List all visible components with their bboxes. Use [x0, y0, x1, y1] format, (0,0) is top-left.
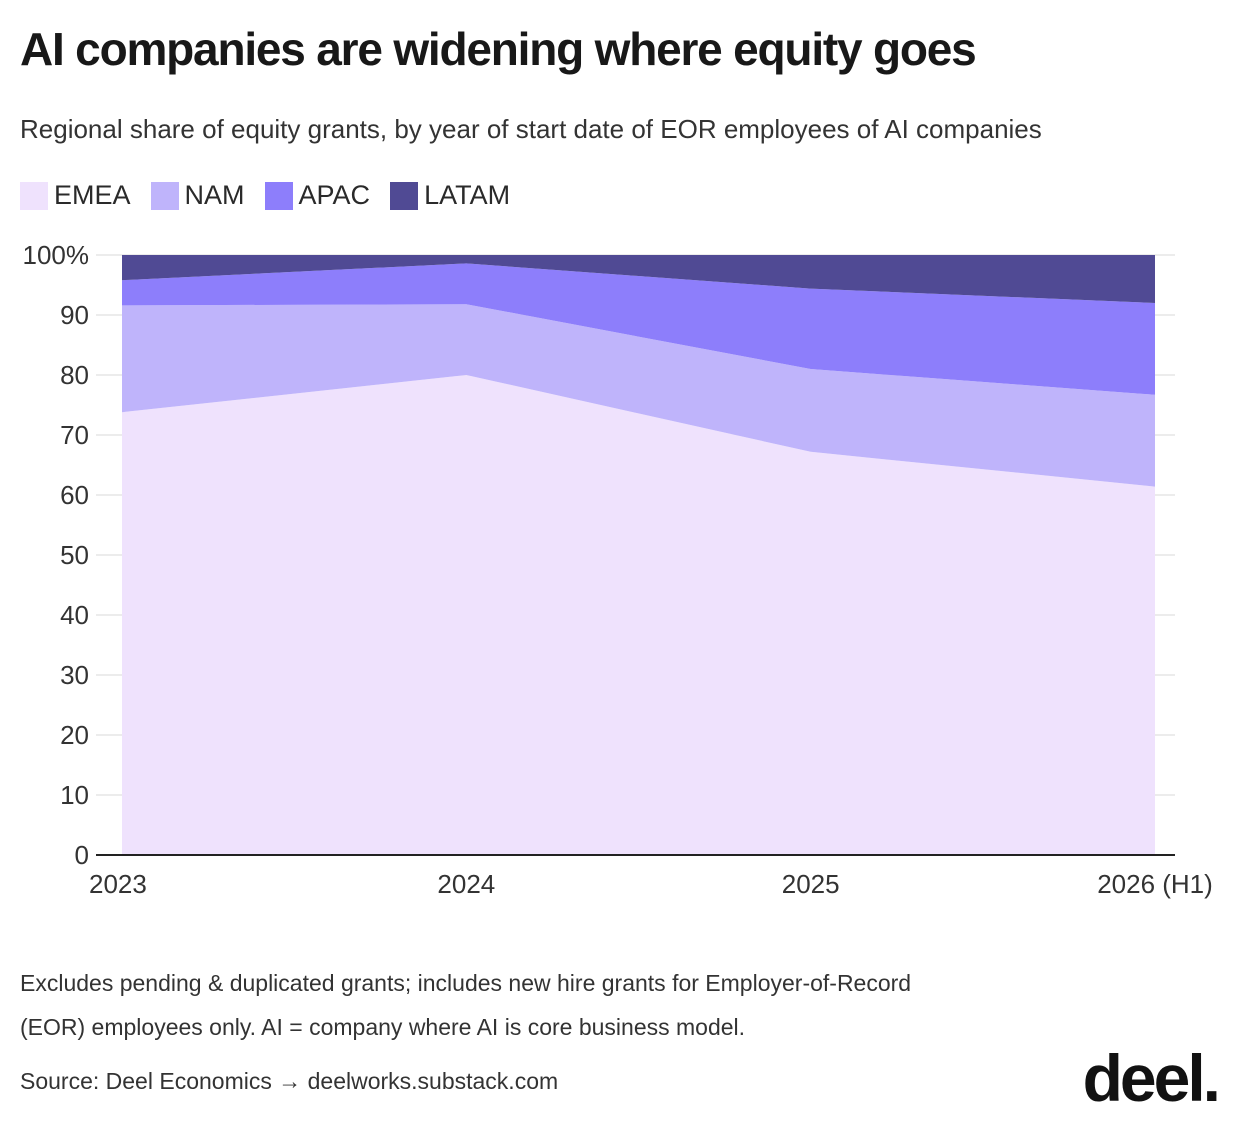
area-nam [122, 304, 1155, 487]
area-apac [122, 263, 1155, 395]
x-tick-label: 2023 [89, 869, 147, 899]
source-note: Source: Deel Economics → deelworks.subst… [20, 1068, 559, 1094]
x-tick-label: 2026 (H1) [1097, 869, 1213, 899]
footnote-line-1: Excludes pending & duplicated grants; in… [20, 970, 912, 996]
legend-label-latam: LATAM [424, 180, 511, 210]
y-tick-label: 50 [60, 540, 89, 570]
deel-logo: deel. [1082, 1041, 1221, 1115]
y-tick-label: 10 [60, 780, 89, 810]
legend-swatch-emea [20, 181, 48, 210]
y-tick-label: 90 [60, 300, 89, 330]
y-tick-label: 20 [60, 720, 89, 750]
y-tick-label: 40 [60, 600, 89, 630]
y-tick-label: 100% [23, 240, 90, 270]
legend-label-emea: EMEA [54, 180, 131, 210]
legend-label-nam: NAM [184, 180, 245, 210]
y-tick-label: 80 [60, 360, 89, 390]
area-emea [122, 375, 1155, 855]
legend-item-emea: EMEA [20, 180, 131, 211]
chart-title: AI companies are widening where equity g… [20, 23, 977, 75]
legend: EMEA NAM APAC LATAM [20, 180, 530, 211]
y-tick-label: 70 [60, 420, 89, 450]
y-tick-label: 60 [60, 480, 89, 510]
legend-swatch-nam [150, 181, 179, 210]
area-series [122, 255, 1155, 855]
legend-label-apac: APAC [298, 180, 371, 210]
chart-subtitle: Regional share of equity grants, by year… [20, 114, 1042, 144]
x-tick-label: 2025 [782, 869, 840, 899]
legend-swatch-latam [390, 181, 419, 210]
area-latam [122, 255, 1155, 303]
y-tick-label: 30 [60, 660, 89, 690]
legend-item-nam: NAM [150, 180, 245, 211]
legend-swatch-apac [264, 181, 293, 210]
legend-item-apac: APAC [264, 180, 371, 211]
x-tick-label: 2024 [437, 869, 495, 899]
footnote-line-2: (EOR) employees only. AI = company where… [20, 1014, 746, 1040]
y-tick-label: 0 [75, 840, 89, 870]
legend-item-latam: LATAM [390, 180, 510, 211]
